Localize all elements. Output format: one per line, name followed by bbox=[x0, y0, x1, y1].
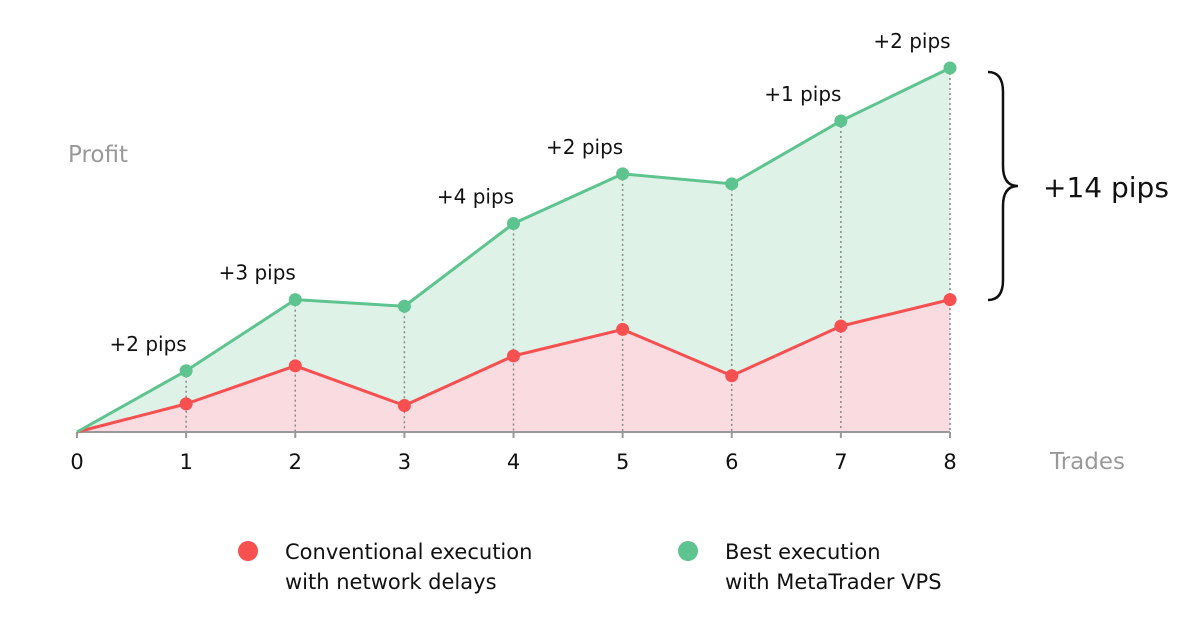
legend-label: with MetaTrader VPS bbox=[725, 570, 942, 594]
conventional-point bbox=[943, 293, 957, 307]
x-tick-label: 8 bbox=[943, 450, 956, 474]
best-point bbox=[943, 61, 957, 75]
best-point bbox=[834, 114, 848, 128]
pips-label: +4 pips bbox=[437, 185, 514, 209]
best-point bbox=[179, 364, 193, 378]
x-tick-label: 7 bbox=[834, 450, 847, 474]
pips-label: +2 pips bbox=[110, 332, 187, 356]
x-axis-title: Trades bbox=[1049, 449, 1125, 475]
best-point bbox=[288, 293, 302, 307]
best-point bbox=[725, 177, 739, 191]
x-tick-label: 5 bbox=[616, 450, 629, 474]
best-point bbox=[616, 167, 630, 181]
x-tick-label: 1 bbox=[179, 450, 192, 474]
legend-label: with network delays bbox=[285, 570, 497, 594]
total-pips-label: +14 pips bbox=[1043, 171, 1169, 204]
legend-label: Best execution bbox=[725, 540, 881, 564]
x-tick-label: 2 bbox=[289, 450, 302, 474]
conventional-point bbox=[507, 349, 520, 363]
pips-label: +3 pips bbox=[219, 261, 296, 285]
x-tick-label: 3 bbox=[398, 450, 411, 474]
conventional-point bbox=[616, 322, 630, 336]
best-point bbox=[507, 217, 520, 231]
conventional-point bbox=[834, 319, 848, 333]
legend-label: Conventional execution bbox=[285, 540, 532, 564]
conventional-point bbox=[179, 397, 193, 411]
best-point bbox=[397, 299, 411, 313]
x-tick-label: 4 bbox=[507, 450, 520, 474]
conventional-point bbox=[288, 359, 302, 373]
y-axis-title: Profit bbox=[68, 142, 128, 168]
pips-label: +2 pips bbox=[873, 29, 950, 53]
brace-icon bbox=[987, 70, 1019, 302]
pips-label: +1 pips bbox=[764, 82, 841, 106]
pips-label: +2 pips bbox=[546, 135, 623, 159]
conventional-point bbox=[397, 399, 411, 413]
conventional-point bbox=[725, 369, 739, 383]
legend-best-marker bbox=[678, 541, 698, 561]
x-tick-label: 6 bbox=[725, 450, 738, 474]
legend-conventional-marker bbox=[238, 541, 258, 561]
x-tick-label: 0 bbox=[70, 450, 83, 474]
